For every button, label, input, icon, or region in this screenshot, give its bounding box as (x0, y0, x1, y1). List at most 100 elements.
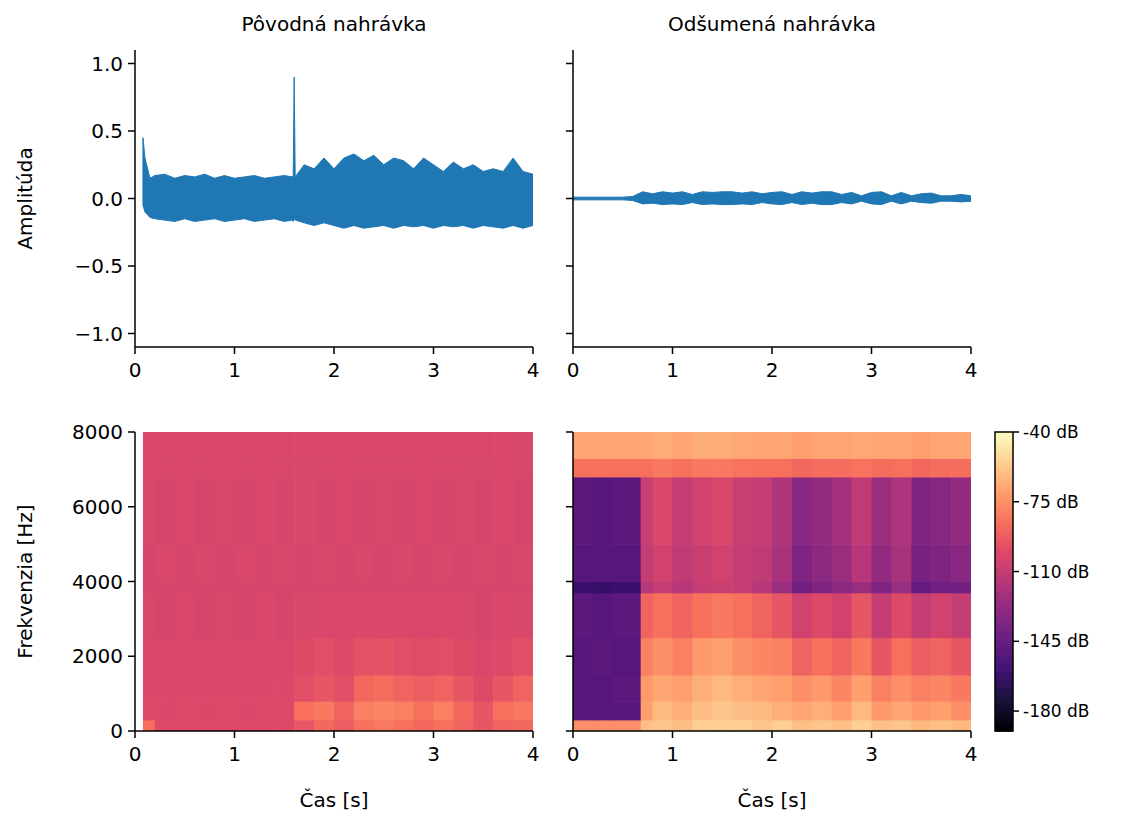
heatmap-cell (235, 638, 256, 676)
x-tick (572, 731, 574, 738)
heatmap-cell (653, 458, 674, 477)
heatmap-cell (294, 593, 315, 638)
heatmap-cell (812, 638, 833, 676)
heatmap-cell (593, 432, 614, 459)
heatmap-cell (143, 458, 156, 477)
heatmap-cell (673, 582, 694, 594)
heatmap-cell (792, 458, 813, 477)
heatmap-cell (653, 675, 674, 702)
heatmap-cell (354, 675, 375, 702)
x-tick (134, 731, 136, 738)
heatmap-cell (175, 593, 196, 638)
heatmap-cell (354, 477, 375, 545)
heatmap-cell (434, 675, 455, 702)
heatmap-cell (613, 582, 641, 594)
heatmap-cell (812, 477, 833, 545)
heatmap-cell (294, 638, 315, 676)
heatmap-cell (593, 720, 614, 731)
heatmap-cell (692, 432, 713, 459)
heatmap-cell (473, 432, 494, 459)
figure: 01234−1.0−0.50.00.51.0Pôvodná nahrávkaAm… (0, 0, 1137, 816)
heatmap-cell (573, 701, 594, 720)
heatmap-cell (434, 638, 455, 676)
heatmap-cell (334, 544, 355, 582)
heatmap-cell (641, 720, 654, 731)
heatmap-cell (673, 638, 694, 676)
heatmap-cell (175, 701, 196, 720)
heatmap-cell (692, 638, 713, 676)
heatmap-cell (334, 675, 355, 702)
heatmap-cell (274, 582, 295, 594)
heatmap-cell (195, 544, 216, 582)
waveform (573, 192, 971, 199)
heatmap-cell (872, 582, 893, 594)
heatmap-cell (732, 458, 753, 477)
heatmap-cell (294, 544, 315, 582)
heatmap-cell (294, 432, 315, 459)
heatmap-cell (712, 701, 733, 720)
panel-2: 0123402000400060008000Čas [s]Frekvenzia … (13, 420, 539, 812)
heatmap-cell (453, 458, 474, 477)
heatmap-cell (374, 477, 395, 545)
heatmap-cell (641, 477, 654, 545)
heatmap-cell (931, 477, 952, 545)
x-axis-title: Čas [s] (299, 788, 368, 812)
heatmap-cell (434, 477, 455, 545)
heatmap-cell (951, 432, 971, 459)
heatmap-cell (852, 477, 873, 545)
heatmap-cell (314, 720, 335, 731)
heatmap-cell (294, 675, 315, 702)
heatmap-cell (453, 638, 474, 676)
heatmap-cell (254, 638, 275, 676)
heatmap-cell (493, 582, 514, 594)
heatmap-cell (931, 720, 952, 731)
heatmap-cell (911, 544, 932, 582)
heatmap-cell (951, 675, 971, 702)
heatmap-cell (254, 593, 275, 638)
heatmap-cell (473, 544, 494, 582)
y-tick (566, 581, 573, 583)
colorbar-tick-label: -110 dB (1023, 562, 1089, 582)
heatmap-cell (394, 593, 415, 638)
panel-0: 01234−1.0−0.50.00.51.0Pôvodná nahrávkaAm… (13, 12, 539, 382)
heatmap-cell (314, 593, 335, 638)
y-axis-title: Amplitúda (13, 147, 37, 249)
heatmap-cell (593, 638, 614, 676)
x-tick-label: 3 (865, 742, 878, 766)
y-tick (566, 63, 573, 65)
colorbar-tick-label: -75 dB (1023, 492, 1079, 512)
x-tick-label: 4 (965, 358, 978, 382)
heatmap-cell (155, 458, 176, 477)
heatmap-cell (812, 458, 833, 477)
heatmap-cell (593, 593, 614, 638)
heatmap-cell (334, 432, 355, 459)
heatmap-cell (215, 638, 236, 676)
heatmap-cell (215, 593, 236, 638)
heatmap-cell (653, 582, 674, 594)
heatmap-cell (294, 582, 315, 594)
heatmap-cell (294, 701, 315, 720)
heatmap-cell (155, 675, 176, 702)
heatmap-cell (692, 675, 713, 702)
heatmap-cell (235, 477, 256, 545)
heatmap-cell (891, 582, 912, 594)
colorbar-tick (1013, 431, 1019, 433)
heatmap-cell (872, 432, 893, 459)
y-tick (566, 506, 573, 508)
heatmap-cell (641, 638, 654, 676)
heatmap-cell (434, 720, 455, 731)
heatmap-cell (254, 720, 275, 731)
heatmap-cell (294, 458, 315, 477)
heatmap-cell (951, 701, 971, 720)
heatmap-cell (334, 701, 355, 720)
heatmap-cell (872, 593, 893, 638)
heatmap-cell (374, 638, 395, 676)
heatmap-cell (872, 458, 893, 477)
heatmap-cell (891, 593, 912, 638)
heatmap-cell (215, 720, 236, 731)
heatmap-cell (613, 477, 641, 545)
heatmap-cell (274, 544, 295, 582)
x-tick (871, 731, 873, 738)
y-tick (566, 656, 573, 658)
heatmap-cell (852, 593, 873, 638)
